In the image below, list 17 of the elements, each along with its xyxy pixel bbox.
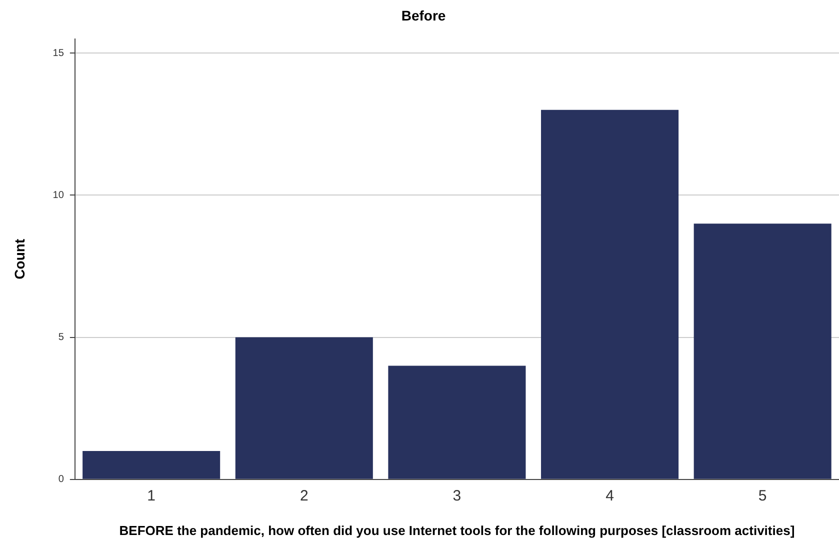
bar bbox=[694, 224, 832, 479]
y-tick-label: 0 bbox=[58, 474, 64, 486]
y-tick-label: 5 bbox=[58, 332, 64, 344]
bar bbox=[541, 110, 679, 479]
x-tick-label: 3 bbox=[452, 488, 462, 505]
x-tick-label: 1 bbox=[147, 488, 156, 505]
chart-title: Before bbox=[401, 7, 446, 24]
bar bbox=[82, 450, 220, 479]
x-tick-label: 4 bbox=[606, 488, 614, 505]
y-tick-label: 15 bbox=[52, 48, 64, 59]
bar bbox=[235, 337, 373, 479]
bar bbox=[388, 366, 526, 479]
y-tick-label: 10 bbox=[52, 190, 64, 201]
x-tick-label: 2 bbox=[300, 488, 308, 505]
y-axis-title: Count bbox=[11, 238, 28, 280]
x-tick-label: 5 bbox=[758, 488, 767, 505]
x-axis-title: BEFORE the pandemic, how often did you use Internet tools for the following purposes [classroom activities] bbox=[119, 522, 795, 538]
